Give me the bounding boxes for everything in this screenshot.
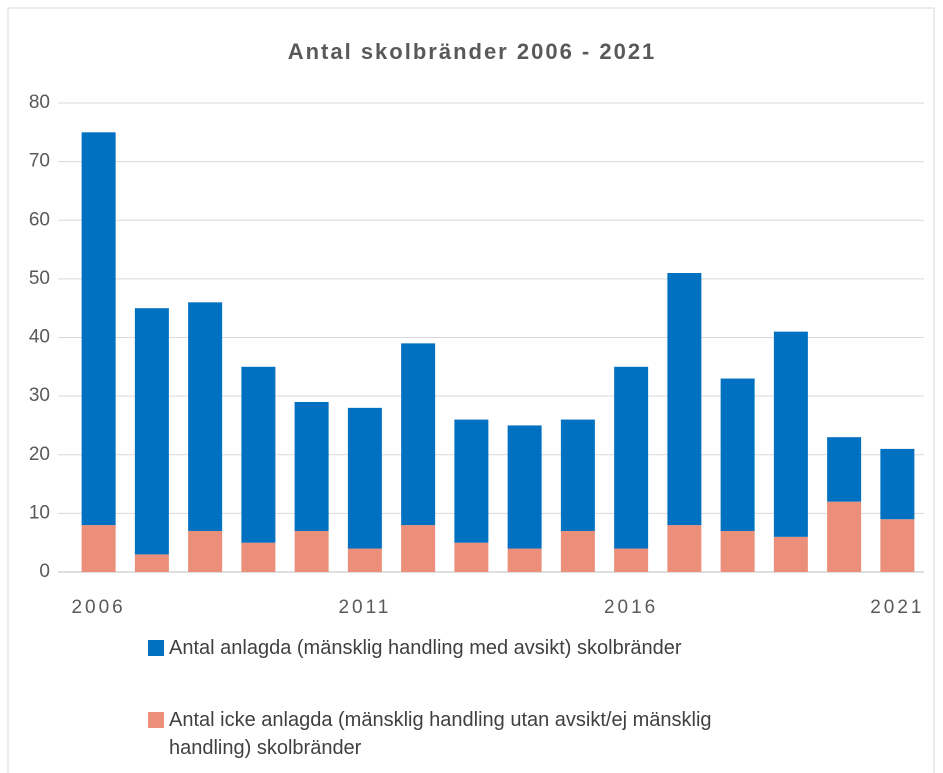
bar-segment — [880, 448, 915, 520]
bar-segment — [241, 366, 276, 543]
y-tick-label: 70 — [29, 151, 50, 172]
x-tick-label: 2021 — [870, 597, 924, 618]
bar-segment — [188, 530, 223, 572]
bar-segment — [294, 530, 329, 572]
bar-segment — [454, 419, 489, 543]
bar-segment — [614, 366, 649, 549]
bar-segment — [347, 548, 382, 572]
bar-segment — [241, 542, 276, 572]
bar-segment — [81, 132, 116, 526]
bar-segment — [401, 343, 436, 526]
chart-border — [7, 7, 935, 773]
bar-segment — [720, 378, 755, 531]
y-tick-label: 50 — [29, 268, 50, 289]
bar-segment — [880, 519, 915, 572]
bar-segment — [134, 554, 169, 572]
y-tick-label: 20 — [29, 444, 50, 465]
legend-swatch — [148, 640, 164, 656]
bar-segment — [827, 437, 862, 502]
y-tick-label: 0 — [39, 561, 50, 582]
bar-segment — [560, 419, 595, 531]
bar-segment — [507, 425, 542, 549]
bar-segment — [773, 331, 808, 537]
y-tick-label: 60 — [29, 209, 50, 230]
bar-segment — [347, 407, 382, 549]
bar-segment — [667, 273, 702, 526]
bar-segment — [507, 548, 542, 572]
legend-item: Antal icke anlagda (mänsklig handling ut… — [148, 706, 769, 762]
bar-segment — [667, 525, 702, 572]
bar-segment — [560, 530, 595, 572]
bar-segment — [614, 548, 649, 572]
y-tick-label: 80 — [29, 92, 50, 113]
y-tick-label: 40 — [29, 327, 50, 348]
legend-label: Antal icke anlagda (mänsklig handling ut… — [169, 709, 712, 759]
x-tick-label: 2011 — [338, 597, 391, 618]
bar-segment — [134, 308, 169, 555]
bar-segment — [401, 525, 436, 572]
bar-segment — [454, 542, 489, 572]
y-tick-label: 10 — [29, 502, 50, 523]
bar-segment — [294, 401, 329, 531]
y-tick-label: 30 — [29, 385, 50, 406]
chart-title: Antal skolbränder 2006 - 2021 — [288, 39, 657, 64]
bar-segment — [773, 536, 808, 572]
legend-label: Antal anlagda (mänsklig handling med avs… — [169, 637, 682, 659]
legend-item: Antal anlagda (mänsklig handling med avs… — [148, 634, 769, 662]
x-tick-label: 2016 — [604, 597, 658, 618]
bar-segment — [720, 530, 755, 572]
x-tick-label: 2006 — [71, 597, 125, 618]
bar-segment — [827, 501, 862, 572]
bar-segment — [188, 302, 223, 531]
legend-swatch — [148, 712, 164, 728]
bar-segment — [81, 525, 116, 572]
